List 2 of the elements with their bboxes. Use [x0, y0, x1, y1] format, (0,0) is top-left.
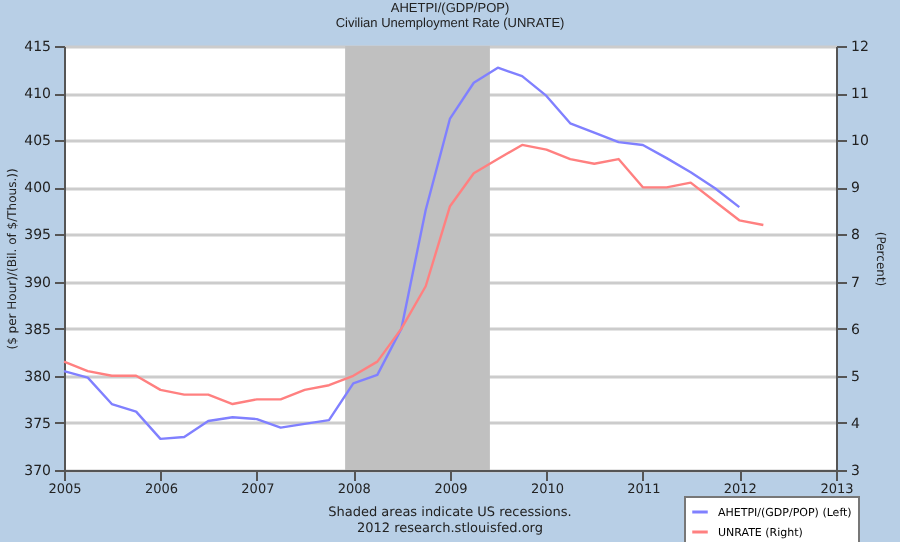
- line-series: [62, 66, 741, 441]
- line-series: [62, 143, 765, 406]
